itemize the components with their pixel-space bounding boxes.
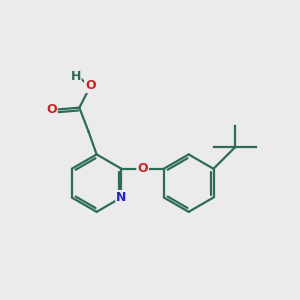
Text: N: N <box>116 191 127 204</box>
Text: H: H <box>70 70 81 83</box>
Text: O: O <box>137 162 148 175</box>
Text: O: O <box>46 103 57 116</box>
Text: O: O <box>85 79 96 92</box>
